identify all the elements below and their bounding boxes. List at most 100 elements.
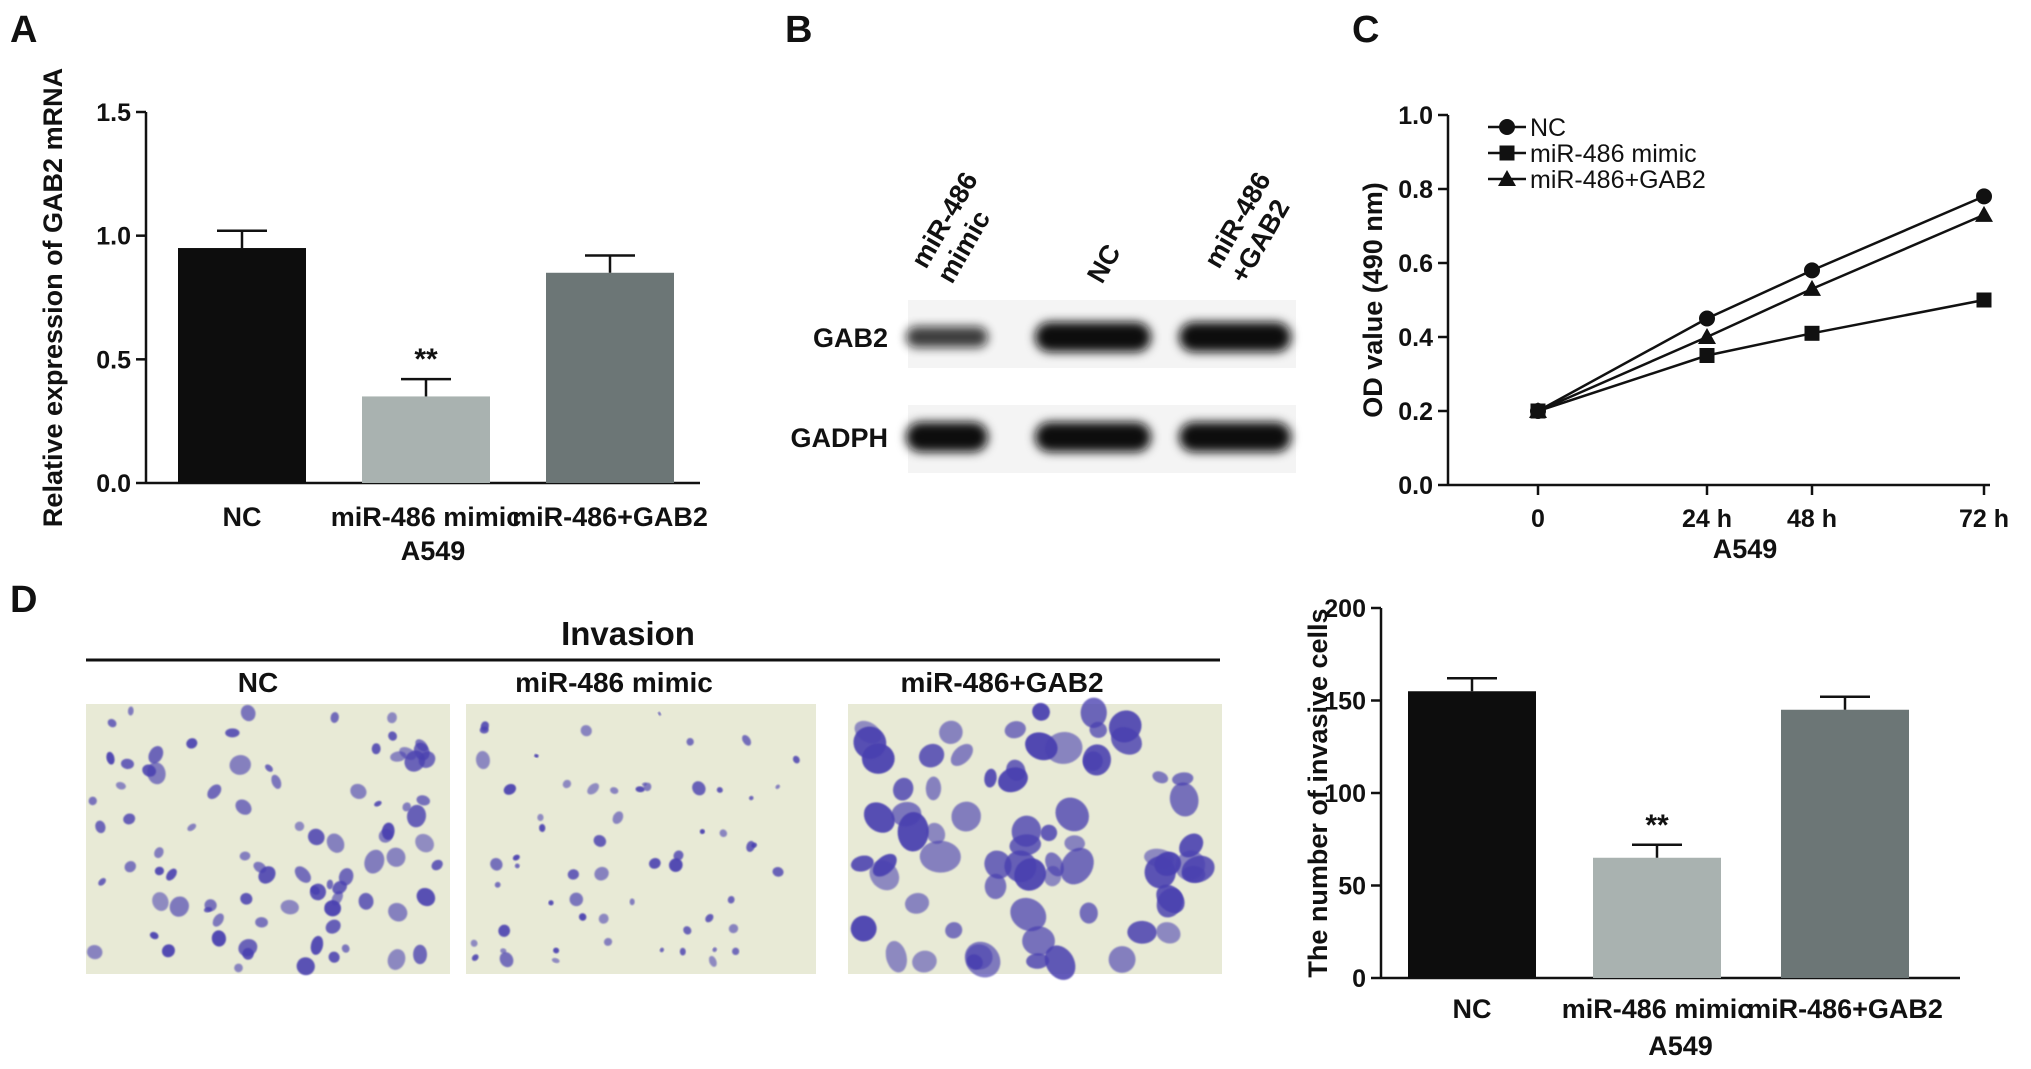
stained-cell bbox=[925, 776, 942, 801]
stained-cell bbox=[240, 892, 253, 905]
stained-cell bbox=[562, 779, 572, 789]
panel-d-invasion-images: Invasion NC miR-486 mimic miR-486+GAB2 bbox=[86, 615, 1222, 980]
stained-cell bbox=[479, 726, 489, 734]
stained-cell bbox=[124, 861, 137, 873]
y-tick-label: 1.5 bbox=[96, 99, 131, 127]
stained-cell bbox=[534, 754, 539, 758]
stained-cell bbox=[669, 858, 683, 872]
stained-cell bbox=[548, 900, 554, 906]
stained-cell bbox=[418, 751, 436, 768]
invasion-image bbox=[466, 704, 816, 974]
panel-d-bar-chart: 0 50 100 150 200 NC miR-486 mimic ** miR-486+GAB… bbox=[1303, 595, 1960, 1061]
stained-cell bbox=[1022, 926, 1055, 956]
stained-cell bbox=[1040, 824, 1058, 842]
stained-cell bbox=[893, 777, 914, 801]
stained-cell bbox=[503, 783, 517, 795]
stained-cell bbox=[211, 930, 226, 947]
stained-cell bbox=[307, 828, 325, 846]
stained-cell bbox=[945, 922, 963, 939]
legend-marker bbox=[1498, 170, 1516, 186]
bar bbox=[1593, 857, 1721, 978]
stained-cell bbox=[152, 892, 169, 911]
stained-cell bbox=[326, 833, 345, 853]
stained-cell bbox=[1032, 702, 1050, 721]
stained-cell bbox=[578, 913, 587, 921]
stained-cell bbox=[358, 892, 374, 910]
stained-cell bbox=[325, 919, 341, 934]
stained-cell bbox=[280, 899, 299, 915]
stained-cell bbox=[891, 801, 922, 827]
stained-cell bbox=[673, 850, 684, 861]
series-line bbox=[1537, 298, 1985, 413]
stained-cell bbox=[708, 955, 717, 967]
stained-cell bbox=[742, 734, 752, 746]
data-point bbox=[1804, 325, 1820, 341]
y-axis-title: OD value (490 nm) bbox=[1358, 182, 1388, 418]
stained-cell bbox=[406, 804, 427, 828]
legend-label: miR-486+GAB2 bbox=[1530, 166, 1706, 194]
stained-cell bbox=[727, 896, 735, 904]
y-tick-label: 50 bbox=[1338, 873, 1366, 901]
stained-cell bbox=[1172, 772, 1194, 786]
stained-cell bbox=[686, 737, 694, 746]
stained-cell bbox=[154, 866, 165, 876]
stained-cell bbox=[371, 743, 381, 755]
data-point bbox=[1699, 310, 1715, 327]
panel-letter-b: B bbox=[785, 9, 812, 51]
bar bbox=[178, 248, 306, 483]
stained-cell bbox=[1055, 797, 1090, 832]
data-point bbox=[1975, 205, 1993, 222]
stained-cell bbox=[612, 811, 624, 824]
stained-cell bbox=[225, 728, 240, 738]
panel-c-line-chart: 0.0 0.2 0.4 0.6 0.8 1.0 0 24 h 48 h 72 h A549 OD va… bbox=[1358, 102, 2009, 564]
stained-cell bbox=[169, 896, 189, 917]
stained-cell bbox=[326, 879, 334, 890]
stained-cell bbox=[792, 755, 800, 764]
stained-cell bbox=[229, 755, 251, 775]
stained-cell bbox=[416, 795, 431, 806]
invasion-image bbox=[86, 704, 450, 976]
stained-cell bbox=[187, 823, 197, 832]
stained-cell bbox=[984, 873, 1007, 900]
stained-cell bbox=[728, 924, 739, 934]
blot-band bbox=[1179, 322, 1291, 352]
stained-cell bbox=[679, 947, 686, 956]
panel-letter-c: C bbox=[1352, 9, 1379, 51]
category-label: miR-486+GAB2 bbox=[1747, 994, 1943, 1024]
stained-cell bbox=[350, 783, 367, 799]
stained-cell bbox=[499, 952, 514, 968]
stained-cell bbox=[386, 847, 406, 867]
stained-cell bbox=[1169, 782, 1199, 817]
stained-cell bbox=[500, 948, 507, 954]
stained-cell bbox=[1080, 697, 1107, 728]
stained-cell bbox=[609, 787, 619, 794]
stained-cell bbox=[649, 858, 661, 869]
series-triangle bbox=[1529, 205, 1993, 418]
stained-cell bbox=[587, 783, 600, 795]
category-label: NC bbox=[223, 502, 262, 532]
stained-cell bbox=[1179, 833, 1204, 858]
stained-cell bbox=[705, 913, 714, 923]
stained-cell bbox=[580, 725, 592, 737]
stained-cell bbox=[919, 743, 945, 768]
y-tick-label: 1.0 bbox=[1398, 102, 1433, 130]
panel-letter-a: A bbox=[10, 9, 37, 51]
stained-cell bbox=[998, 767, 1028, 793]
data-point bbox=[1976, 188, 1992, 205]
data-point bbox=[1803, 279, 1821, 296]
stained-cell bbox=[551, 957, 560, 964]
data-point bbox=[1529, 402, 1547, 418]
stained-cell bbox=[984, 768, 997, 788]
x-tick-label: 72 h bbox=[1959, 505, 2009, 533]
stained-cell bbox=[149, 931, 159, 940]
stained-cell bbox=[242, 947, 254, 960]
stained-cell bbox=[1060, 847, 1094, 885]
stained-cell bbox=[331, 891, 343, 906]
stained-cell bbox=[115, 781, 126, 790]
stained-cell bbox=[772, 866, 784, 877]
stained-cell bbox=[186, 738, 198, 749]
stained-cell bbox=[1064, 835, 1086, 852]
stained-cell bbox=[161, 944, 175, 958]
stained-cell bbox=[123, 813, 136, 825]
legend-label: NC bbox=[1530, 114, 1566, 142]
